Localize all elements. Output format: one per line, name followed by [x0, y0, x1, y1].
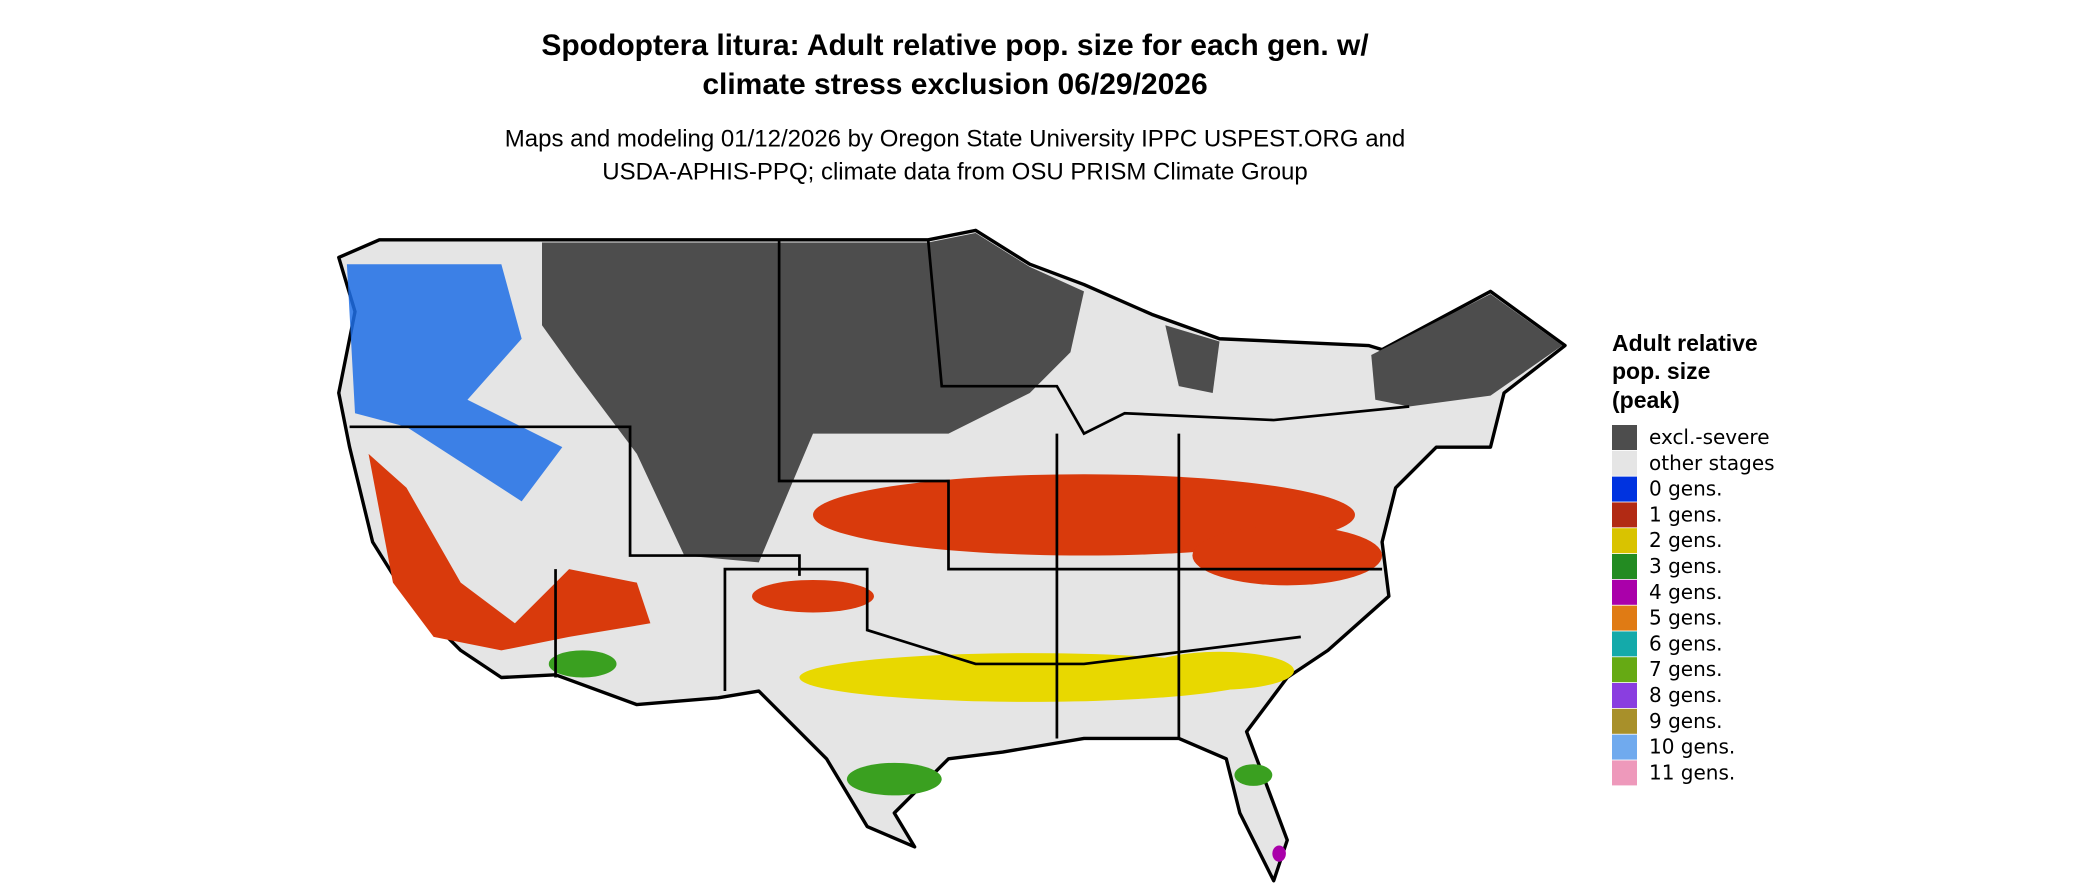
zero-gens-west	[346, 264, 563, 502]
legend-label: 2 gens.	[1649, 528, 1723, 552]
legend-label: 5 gens.	[1649, 606, 1723, 630]
legend-swatch	[1612, 579, 1637, 605]
legend-swatch	[1612, 450, 1637, 476]
four-gens-florida	[1272, 845, 1286, 862]
legend-swatch	[1612, 631, 1637, 657]
legend-label: 1 gens.	[1649, 502, 1723, 526]
three-gens-florida	[1234, 764, 1273, 786]
one-gen-east	[1192, 525, 1383, 586]
legend-title: pop. size	[1612, 358, 1710, 384]
legend-swatch	[1612, 657, 1637, 683]
legend-swatch	[1612, 760, 1637, 786]
legend-label: 7 gens.	[1649, 657, 1723, 681]
state-line	[349, 425, 801, 576]
state-lines	[349, 239, 1410, 739]
title: climate stress exclusion 06/29/2026	[702, 68, 1207, 101]
legend-title: (peak)	[1612, 387, 1680, 413]
state-line	[926, 239, 1410, 436]
legend-swatch	[1612, 554, 1637, 579]
legend-label: other stages	[1649, 451, 1775, 475]
state-line	[777, 239, 1383, 571]
two-gens-band	[799, 653, 1261, 702]
us-map	[337, 228, 1567, 883]
title: Spodoptera litura: Adult relative pop. s…	[541, 29, 1369, 62]
three-gens-arizona	[548, 650, 617, 678]
legend-swatch	[1612, 708, 1637, 734]
excluded-great-lakes	[1165, 325, 1220, 393]
legend: Adult relative pop. size (peak) excl.-se…	[1612, 330, 1775, 786]
subtitle: Maps and modeling 01/12/2026 by Oregon S…	[505, 125, 1405, 152]
legend-label: 3 gens.	[1649, 554, 1723, 578]
legend-title: Adult relative	[1612, 330, 1758, 356]
legend-swatch	[1612, 683, 1637, 708]
legend-swatch	[1612, 734, 1637, 760]
legend-label: 9 gens.	[1649, 709, 1723, 733]
excluded-north	[542, 233, 1084, 563]
legend-swatch	[1612, 528, 1637, 554]
legend-label: 8 gens.	[1649, 683, 1723, 707]
one-gen-west	[368, 453, 651, 651]
two-gens-southeast	[1144, 651, 1295, 690]
legend-label: 0 gens.	[1649, 477, 1723, 501]
state-line	[723, 567, 1301, 692]
legend-swatch	[1612, 476, 1637, 502]
legend-swatch	[1612, 502, 1637, 528]
subtitle: USDA-APHIS-PPQ; climate data from OSU PR…	[602, 158, 1308, 185]
legend-label: excl.-severe	[1649, 425, 1770, 449]
legend-label: 4 gens.	[1649, 580, 1723, 604]
one-gen-south	[752, 579, 874, 613]
legend-label: 11 gens.	[1649, 760, 1735, 784]
excluded-northeast	[1371, 294, 1563, 407]
legend-swatch	[1612, 605, 1637, 631]
legend-label: 10 gens.	[1649, 735, 1735, 759]
legend-swatch	[1612, 425, 1637, 450]
legend-label: 6 gens.	[1649, 631, 1723, 655]
three-gens-texas	[846, 762, 942, 796]
